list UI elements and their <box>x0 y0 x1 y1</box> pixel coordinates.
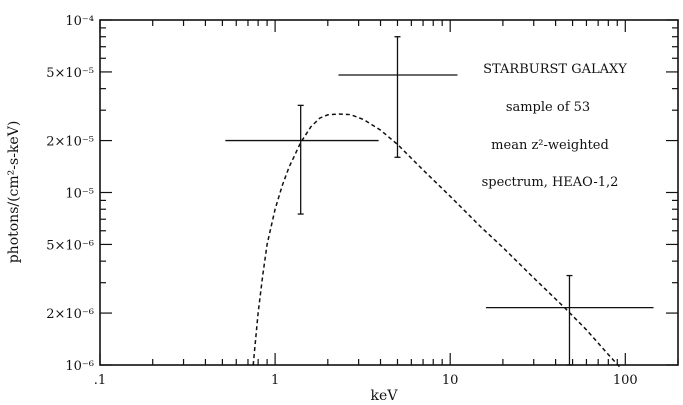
y-tick-label: 5×10⁻⁶ <box>46 238 94 253</box>
data-points <box>225 36 654 366</box>
axis-ticks <box>99 19 679 366</box>
y-tick-label: 5×10⁻⁵ <box>46 66 94 81</box>
model-curve-line <box>252 113 622 370</box>
y-axis-title: photons/(cm²-s-keV) <box>6 121 22 264</box>
model-curve <box>252 113 622 370</box>
y-tick-label: 2×10⁻⁵ <box>46 135 94 150</box>
x-tick-label: 10 <box>442 373 459 388</box>
annotation-line-1: STARBURST GALAXY <box>483 62 627 77</box>
y-tick-labels: 10⁻⁶ 2×10⁻⁶ 5×10⁻⁶ 10⁻⁵ 2×10⁻⁵ 5×10⁻⁵ 10⁻⁴ <box>46 14 94 374</box>
x-tick-label: 100 <box>613 373 638 388</box>
annotation-line-4: spectrum, HEAO-1,2 <box>482 175 619 190</box>
y-tick-label: 10⁻⁶ <box>65 359 94 374</box>
annotation-line-3: mean z²-weighted <box>491 138 609 153</box>
data-point-1 <box>225 104 379 215</box>
data-point-2 <box>338 36 458 158</box>
y-tick-label: 10⁻⁵ <box>65 187 94 202</box>
annotation-line-2: sample of 53 <box>506 100 590 115</box>
data-point-3 <box>485 274 654 366</box>
x-tick-labels: .1 1 10 100 <box>94 373 638 388</box>
y-tick-label: 10⁻⁴ <box>65 14 94 29</box>
x-tick-label: 1 <box>271 373 279 388</box>
x-tick-label: .1 <box>94 373 106 388</box>
y-tick-label: 2×10⁻⁶ <box>46 307 94 322</box>
x-axis-title: keV <box>371 388 399 404</box>
